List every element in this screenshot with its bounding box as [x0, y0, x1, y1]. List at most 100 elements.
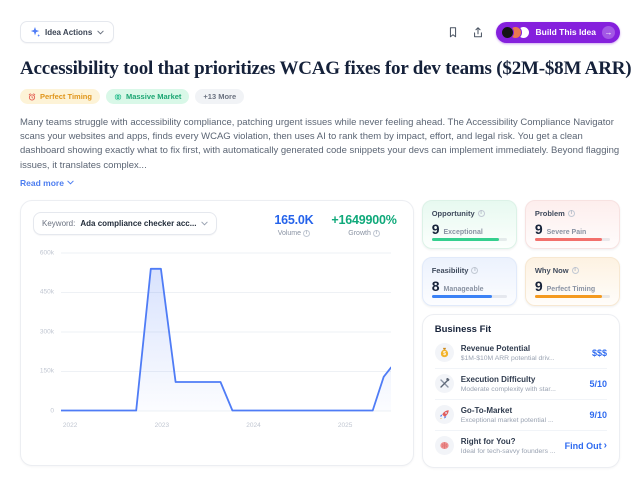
- business-fit-row-subtitle: $1M-$10M ARR potential driv...: [460, 354, 555, 362]
- chevron-down-icon: [67, 180, 74, 185]
- score-card-opportunity: Opportunity 9 Exceptional: [421, 199, 517, 249]
- growth-stat: +1649900% Growth: [331, 212, 397, 237]
- money-bag-icon: $: [434, 343, 454, 363]
- x-tick-label: 2023: [154, 421, 170, 429]
- stats: 165.0K Volume +1649900% Growth: [274, 212, 400, 237]
- chevron-down-icon: [201, 221, 209, 226]
- info-icon[interactable]: [477, 209, 485, 217]
- y-axis-labels: 600k 450k 300k 150k 0: [33, 246, 61, 418]
- business-fit-row-right-for-you-: Right for You? Ideal for tech-savvy foun…: [434, 429, 607, 461]
- badge-label: +13 More: [203, 92, 237, 101]
- business-fit-row-value: 5/10: [589, 378, 607, 389]
- tools-icon: [434, 374, 454, 394]
- info-icon[interactable]: [471, 266, 479, 274]
- build-button-label: Build This Idea: [535, 27, 596, 37]
- business-fit-row-title: Revenue Potential: [460, 344, 531, 354]
- globe-icon: [114, 93, 122, 101]
- score-card-feasibility: Feasibility 8 Manageable: [421, 256, 517, 306]
- score-card-problem: Problem 9 Severe Pain: [524, 199, 620, 249]
- read-more-link[interactable]: Read more: [20, 178, 74, 188]
- share-icon[interactable]: [471, 25, 485, 39]
- business-fit-row-subtitle: Moderate complexity with star...: [460, 385, 556, 393]
- bookmark-icon[interactable]: [446, 25, 460, 39]
- y-tick-label: 600k: [39, 249, 54, 257]
- growth-value: +1649900%: [331, 212, 397, 227]
- idea-actions-button[interactable]: Idea Actions: [20, 21, 115, 43]
- tool-logo-dark: [500, 25, 514, 39]
- chevron-down-icon: [97, 30, 104, 35]
- info-icon[interactable]: [567, 209, 575, 217]
- info-icon[interactable]: [303, 229, 311, 237]
- score-card-grid: Opportunity 9 Exceptional Problem 9 Seve…: [421, 199, 620, 306]
- badge--13-more[interactable]: +13 More: [195, 89, 245, 104]
- x-tick-label: 2024: [246, 421, 261, 429]
- y-tick-label: 0: [50, 407, 54, 415]
- badge-perfect-timing: Perfect Timing: [20, 89, 100, 104]
- trend-chart: 600k 450k 300k 150k 0: [33, 246, 401, 418]
- trend-line-chart: [61, 252, 391, 412]
- business-fit-row-title: Right for You?: [460, 437, 516, 447]
- alarm-clock-icon: [28, 92, 36, 101]
- chart-header: Keyword: Ada compliance checker acc... 1…: [33, 211, 401, 237]
- arrow-right-icon: →: [602, 25, 615, 39]
- ai-tool-logos: [500, 25, 530, 39]
- business-fit-row-title: Go-To-Market: [460, 406, 513, 416]
- business-fit-row-title: Execution Difficulty: [460, 375, 536, 385]
- keyword-value: Ada compliance checker acc...: [80, 218, 197, 228]
- rocket-icon: [434, 405, 454, 425]
- business-fit-row-subtitle: Ideal for tech-savvy founders ...: [460, 447, 556, 455]
- business-fit-row-execution-difficulty: Execution Difficulty Moderate complexity…: [434, 367, 607, 399]
- growth-label: Growth: [348, 229, 371, 237]
- top-bar: Idea Actions Build This Idea →: [20, 0, 620, 44]
- score-label: Perfect Timing: [546, 285, 596, 293]
- build-this-idea-button[interactable]: Build This Idea →: [495, 21, 620, 43]
- score-bar-fill: [534, 237, 603, 241]
- score-value: 9: [534, 277, 543, 294]
- info-icon[interactable]: [372, 229, 380, 237]
- score-bar-track: [534, 237, 610, 241]
- main-content: Keyword: Ada compliance checker acc... 1…: [20, 199, 620, 468]
- info-icon[interactable]: [571, 266, 579, 274]
- keyword-select[interactable]: Keyword: Ada compliance checker acc...: [33, 211, 218, 235]
- score-bar-track: [534, 294, 610, 298]
- y-tick-label: 300k: [39, 328, 54, 336]
- right-column: Opportunity 9 Exceptional Problem 9 Seve…: [421, 199, 620, 468]
- sparkle-icon: [30, 27, 40, 37]
- score-bar-fill: [534, 294, 603, 298]
- x-tick-label: 2025: [337, 421, 353, 429]
- business-fit-card: Business Fit $ Revenue Potential $1M-$10…: [421, 313, 620, 468]
- top-right-actions: Build This Idea →: [446, 21, 620, 43]
- chart-plot-area: [61, 246, 391, 418]
- business-fit-row-revenue-potential: $ Revenue Potential $1M-$10M ARR potenti…: [434, 338, 607, 368]
- business-fit-row-go-to-market: Go-To-Market Exceptional market potentia…: [434, 398, 607, 430]
- score-card-title: Feasibility: [431, 265, 469, 275]
- y-tick-label: 150k: [39, 367, 54, 375]
- brain-icon: [434, 436, 454, 456]
- business-fit-rows: $ Revenue Potential $1M-$10M ARR potenti…: [434, 338, 607, 461]
- score-label: Severe Pain: [546, 228, 587, 236]
- volume-stat: 165.0K Volume: [274, 212, 314, 237]
- badge-row: Perfect Timing Massive Market +13 More: [20, 89, 620, 104]
- keyword-trend-card: Keyword: Ada compliance checker acc... 1…: [20, 199, 414, 466]
- volume-value: 165.0K: [274, 212, 314, 227]
- keyword-label: Keyword:: [42, 218, 76, 228]
- score-bar-track: [431, 237, 507, 241]
- score-value: 9: [431, 220, 440, 237]
- score-label: Manageable: [443, 285, 484, 293]
- find-out-link[interactable]: Find Out ›: [564, 439, 607, 451]
- badge-label: Perfect Timing: [40, 92, 92, 101]
- business-fit-row-subtitle: Exceptional market potential ...: [460, 416, 554, 424]
- business-fit-row-value: 9/10: [589, 409, 607, 420]
- badge-massive-market: Massive Market: [105, 89, 190, 104]
- score-card-title: Problem: [534, 208, 565, 218]
- svg-text:$: $: [443, 351, 446, 357]
- score-value: 8: [431, 277, 440, 294]
- score-card-title: Why Now: [534, 265, 569, 275]
- x-tick-label: 2022: [62, 421, 78, 429]
- chevron-right-icon: ›: [603, 439, 607, 451]
- score-bar-fill: [431, 237, 500, 241]
- score-card-why-now: Why Now 9 Perfect Timing: [524, 256, 620, 306]
- score-label: Exceptional: [443, 228, 483, 236]
- page-title: Accessibility tool that prioritizes WCAG…: [20, 58, 632, 79]
- volume-label: Volume: [277, 229, 302, 237]
